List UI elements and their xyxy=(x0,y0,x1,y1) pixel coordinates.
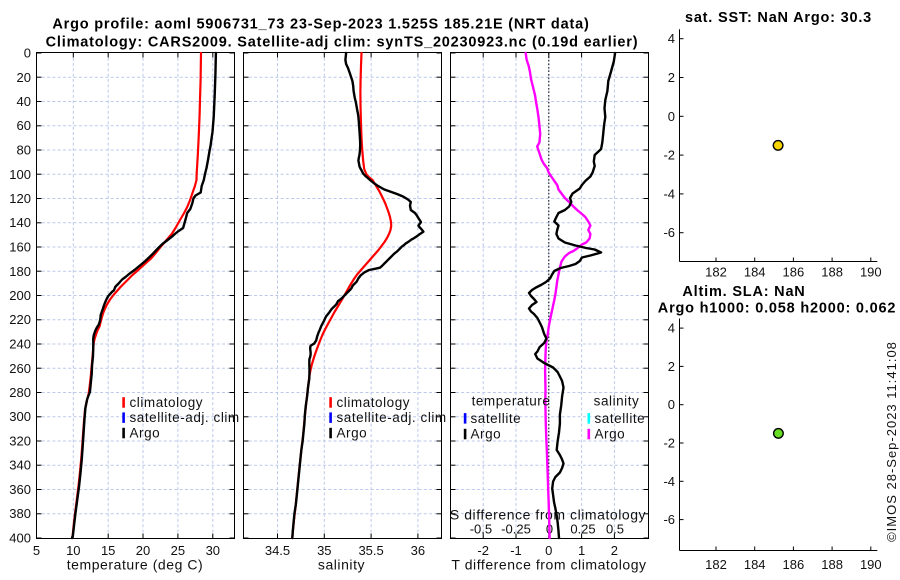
svg-text:-4: -4 xyxy=(663,474,675,489)
svg-text:-2: -2 xyxy=(663,148,675,163)
svg-text:260: 260 xyxy=(9,361,31,376)
svg-text:T difference from climatology: T difference from climatology xyxy=(451,557,646,573)
svg-text:2: 2 xyxy=(611,543,618,558)
svg-text:160: 160 xyxy=(9,240,31,255)
svg-text:0: 0 xyxy=(668,397,675,412)
svg-text:182: 182 xyxy=(705,264,727,279)
svg-text:15: 15 xyxy=(101,543,115,558)
svg-text:satellite: satellite xyxy=(595,411,646,426)
svg-text:-6: -6 xyxy=(663,512,675,527)
svg-text:140: 140 xyxy=(9,215,31,230)
svg-text:S difference from climatology: S difference from climatology xyxy=(450,507,646,523)
svg-text:©IMOS 28-Sep-2023 11:41:08: ©IMOS 28-Sep-2023 11:41:08 xyxy=(884,341,899,542)
svg-text:Climatology: CARS2009. Satelli: Climatology: CARS2009. Satellite-adj cli… xyxy=(46,35,639,51)
svg-text:400: 400 xyxy=(9,531,31,546)
svg-text:190: 190 xyxy=(860,557,882,572)
svg-text:182: 182 xyxy=(705,557,727,572)
svg-text:5: 5 xyxy=(33,543,40,558)
svg-text:320: 320 xyxy=(9,434,31,449)
svg-text:satellite: satellite xyxy=(471,411,522,426)
svg-text:30: 30 xyxy=(206,543,220,558)
svg-text:-0.5: -0.5 xyxy=(470,522,492,537)
svg-text:34.5: 34.5 xyxy=(265,543,290,558)
svg-text:120: 120 xyxy=(9,191,31,206)
svg-text:temperature (deg C): temperature (deg C) xyxy=(67,557,204,573)
svg-text:240: 240 xyxy=(9,337,31,352)
svg-text:184: 184 xyxy=(744,557,766,572)
svg-text:340: 340 xyxy=(9,458,31,473)
svg-text:-1: -1 xyxy=(510,543,522,558)
svg-text:380: 380 xyxy=(9,506,31,521)
svg-text:35: 35 xyxy=(317,543,331,558)
svg-text:20: 20 xyxy=(17,70,31,85)
svg-text:Argo: Argo xyxy=(130,426,161,441)
svg-text:-2: -2 xyxy=(477,543,489,558)
svg-text:60: 60 xyxy=(17,118,31,133)
svg-text:climatology: climatology xyxy=(337,395,411,410)
svg-text:0.5: 0.5 xyxy=(606,522,624,537)
svg-text:satellite-adj. clim: satellite-adj. clim xyxy=(337,410,447,425)
svg-text:4: 4 xyxy=(668,321,675,336)
svg-text:satellite-adj. clim: satellite-adj. clim xyxy=(130,410,240,425)
svg-text:-0.25: -0.25 xyxy=(501,522,531,537)
svg-text:220: 220 xyxy=(9,312,31,327)
svg-text:salinity: salinity xyxy=(318,557,365,573)
svg-text:-2: -2 xyxy=(663,436,675,451)
svg-text:Argo profile: aoml 5906731_73: Argo profile: aoml 5906731_73 23-Sep-202… xyxy=(52,17,589,33)
svg-text:temperature: temperature xyxy=(472,394,551,409)
svg-text:Argo: Argo xyxy=(595,427,626,442)
svg-text:200: 200 xyxy=(9,288,31,303)
svg-text:25: 25 xyxy=(171,543,185,558)
svg-text:salinity: salinity xyxy=(594,394,640,409)
svg-text:-4: -4 xyxy=(663,186,675,201)
svg-text:188: 188 xyxy=(821,264,843,279)
svg-text:188: 188 xyxy=(821,557,843,572)
svg-text:35.5: 35.5 xyxy=(358,543,383,558)
svg-text:360: 360 xyxy=(9,482,31,497)
svg-text:0.25: 0.25 xyxy=(570,522,595,537)
svg-text:190: 190 xyxy=(860,264,882,279)
svg-text:10: 10 xyxy=(66,543,80,558)
svg-text:2: 2 xyxy=(668,70,675,85)
svg-text:40: 40 xyxy=(17,94,31,109)
svg-text:186: 186 xyxy=(783,557,805,572)
svg-text:4: 4 xyxy=(668,31,675,46)
svg-text:Argo: Argo xyxy=(471,427,502,442)
svg-text:-6: -6 xyxy=(663,225,675,240)
svg-text:186: 186 xyxy=(783,264,805,279)
svg-text:180: 180 xyxy=(9,264,31,279)
svg-text:184: 184 xyxy=(744,264,766,279)
svg-text:1: 1 xyxy=(578,543,585,558)
svg-text:2: 2 xyxy=(668,359,675,374)
svg-text:0: 0 xyxy=(668,109,675,124)
svg-text:0: 0 xyxy=(545,543,552,558)
svg-text:Altim. SLA: NaN: Altim. SLA: NaN xyxy=(682,284,805,300)
svg-text:280: 280 xyxy=(9,385,31,400)
svg-text:Argo: Argo xyxy=(337,426,368,441)
svg-text:0: 0 xyxy=(24,46,31,61)
svg-text:100: 100 xyxy=(9,167,31,182)
svg-text:80: 80 xyxy=(17,143,31,158)
svg-text:climatology: climatology xyxy=(130,395,204,410)
svg-text:36: 36 xyxy=(411,543,425,558)
svg-text:sat. SST: NaN Argo: 30.3: sat. SST: NaN Argo: 30.3 xyxy=(685,10,872,26)
svg-text:Argo h1000: 0.058 h2000: 0.062: Argo h1000: 0.058 h2000: 0.062 xyxy=(658,301,896,317)
svg-text:300: 300 xyxy=(9,409,31,424)
svg-text:20: 20 xyxy=(136,543,150,558)
